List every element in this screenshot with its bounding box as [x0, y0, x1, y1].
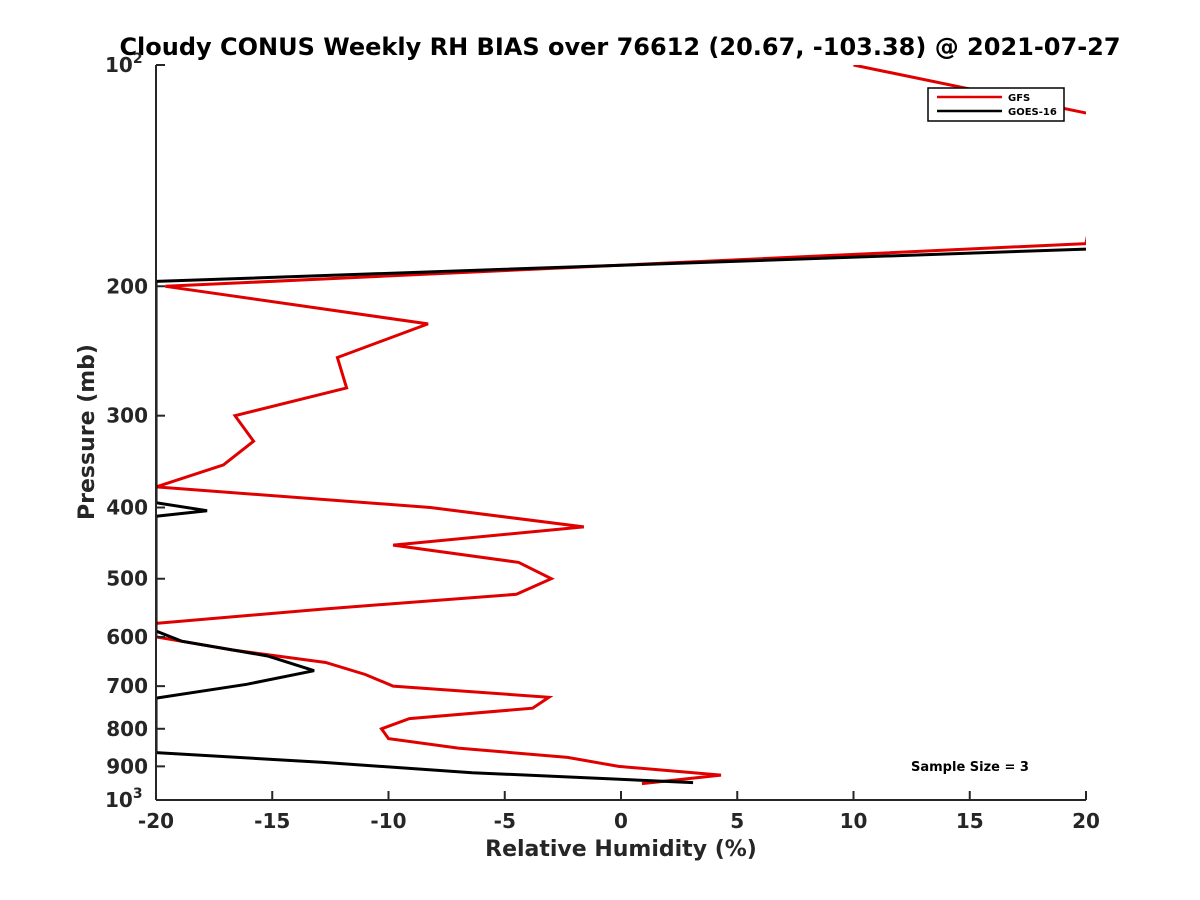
x-tick-label: -5: [494, 809, 516, 833]
y-tick-label: 200: [106, 274, 148, 298]
series-line-gfs: [156, 65, 1086, 786]
y-tick-label: 102: [105, 51, 143, 77]
y-tick-label: 103: [105, 786, 143, 812]
x-tick-label: -15: [254, 809, 290, 833]
x-tick-label: -20: [138, 809, 174, 833]
series-layer: [156, 65, 1086, 786]
legend-label-goes16: GOES-16: [1008, 107, 1057, 118]
y-tick-label: 500: [106, 567, 148, 591]
y-axis-label: Pressure (mb): [75, 344, 100, 520]
x-axis-ticks: -20 -15 -10 -5 0 5 10 15 20: [138, 791, 1100, 833]
legend-label-gfs: GFS: [1008, 93, 1030, 104]
legend: GFS GOES-16: [927, 87, 1065, 122]
x-tick-label: -10: [370, 809, 406, 833]
chart-title: Cloudy CONUS Weekly RH BIAS over 76612 (…: [119, 33, 1120, 61]
x-tick-label: 15: [956, 809, 984, 833]
x-tick-label: 0: [614, 809, 628, 833]
y-tick-label: 300: [106, 404, 148, 428]
sample-size-annotation: Sample Size = 3: [911, 760, 1029, 775]
y-tick-label: 800: [106, 717, 148, 741]
y-tick-label: 900: [106, 754, 148, 778]
y-tick-label: 400: [106, 496, 148, 520]
legend-box: [927, 87, 1065, 122]
x-axis-label: Relative Humidity (%): [485, 837, 757, 862]
y-tick-label: 600: [106, 625, 148, 649]
x-tick-label: 20: [1072, 809, 1100, 833]
x-tick-label: 10: [840, 809, 868, 833]
y-tick-label: 700: [106, 674, 148, 698]
x-tick-label: 5: [730, 809, 744, 833]
y-axis-ticks: 102 200 300 400 500 600 700 800 900 103: [105, 51, 165, 812]
series-line-goes16: [156, 247, 1086, 785]
